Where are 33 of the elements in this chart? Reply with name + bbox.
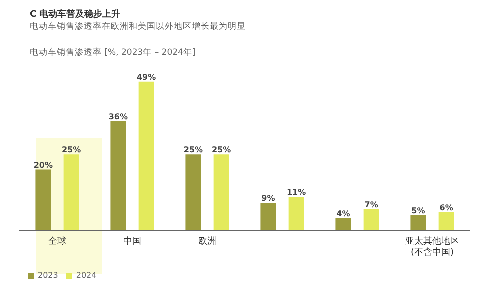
data-label: 25% [212, 146, 232, 155]
data-label: 5% [412, 206, 426, 216]
data-label: 20% [34, 160, 54, 170]
x-tick-label: 中国 [124, 236, 142, 248]
data-label: 11% [286, 188, 306, 198]
data-label: 49% [136, 72, 156, 82]
x-tick-label: 全球 [48, 236, 66, 248]
bar [64, 154, 80, 230]
bar [410, 215, 426, 230]
bar [288, 197, 304, 230]
bar [364, 209, 380, 230]
bar [214, 154, 230, 230]
chart-title: C 电动车普及稳步上升 [30, 8, 121, 21]
bar [438, 212, 454, 230]
chart-subtitle: 电动车销售渗透率在欧洲和美国以外地区增长最为明显 [30, 21, 246, 33]
data-label: 25% [62, 146, 82, 155]
data-label: 6% [440, 203, 454, 212]
data-label: 4% [336, 209, 350, 218]
data-label: 25% [184, 146, 204, 155]
bar [336, 218, 352, 230]
data-label: 7% [364, 200, 378, 210]
data-label: 36% [108, 112, 128, 122]
bar [260, 203, 276, 230]
legend-label: 2023 [38, 271, 58, 280]
legend-label: 2024 [76, 271, 97, 280]
bar [110, 121, 126, 230]
bar [36, 170, 52, 230]
y-axis-title: 电动车销售渗透率 [%, 2023年 – 2024年] [30, 47, 196, 59]
x-tick-label: 欧洲 [198, 236, 216, 248]
bar [138, 82, 154, 230]
data-label: 9% [262, 194, 276, 204]
x-tick-label: 亚太其他地区 (不含中国) [406, 236, 460, 258]
bar [186, 154, 202, 230]
